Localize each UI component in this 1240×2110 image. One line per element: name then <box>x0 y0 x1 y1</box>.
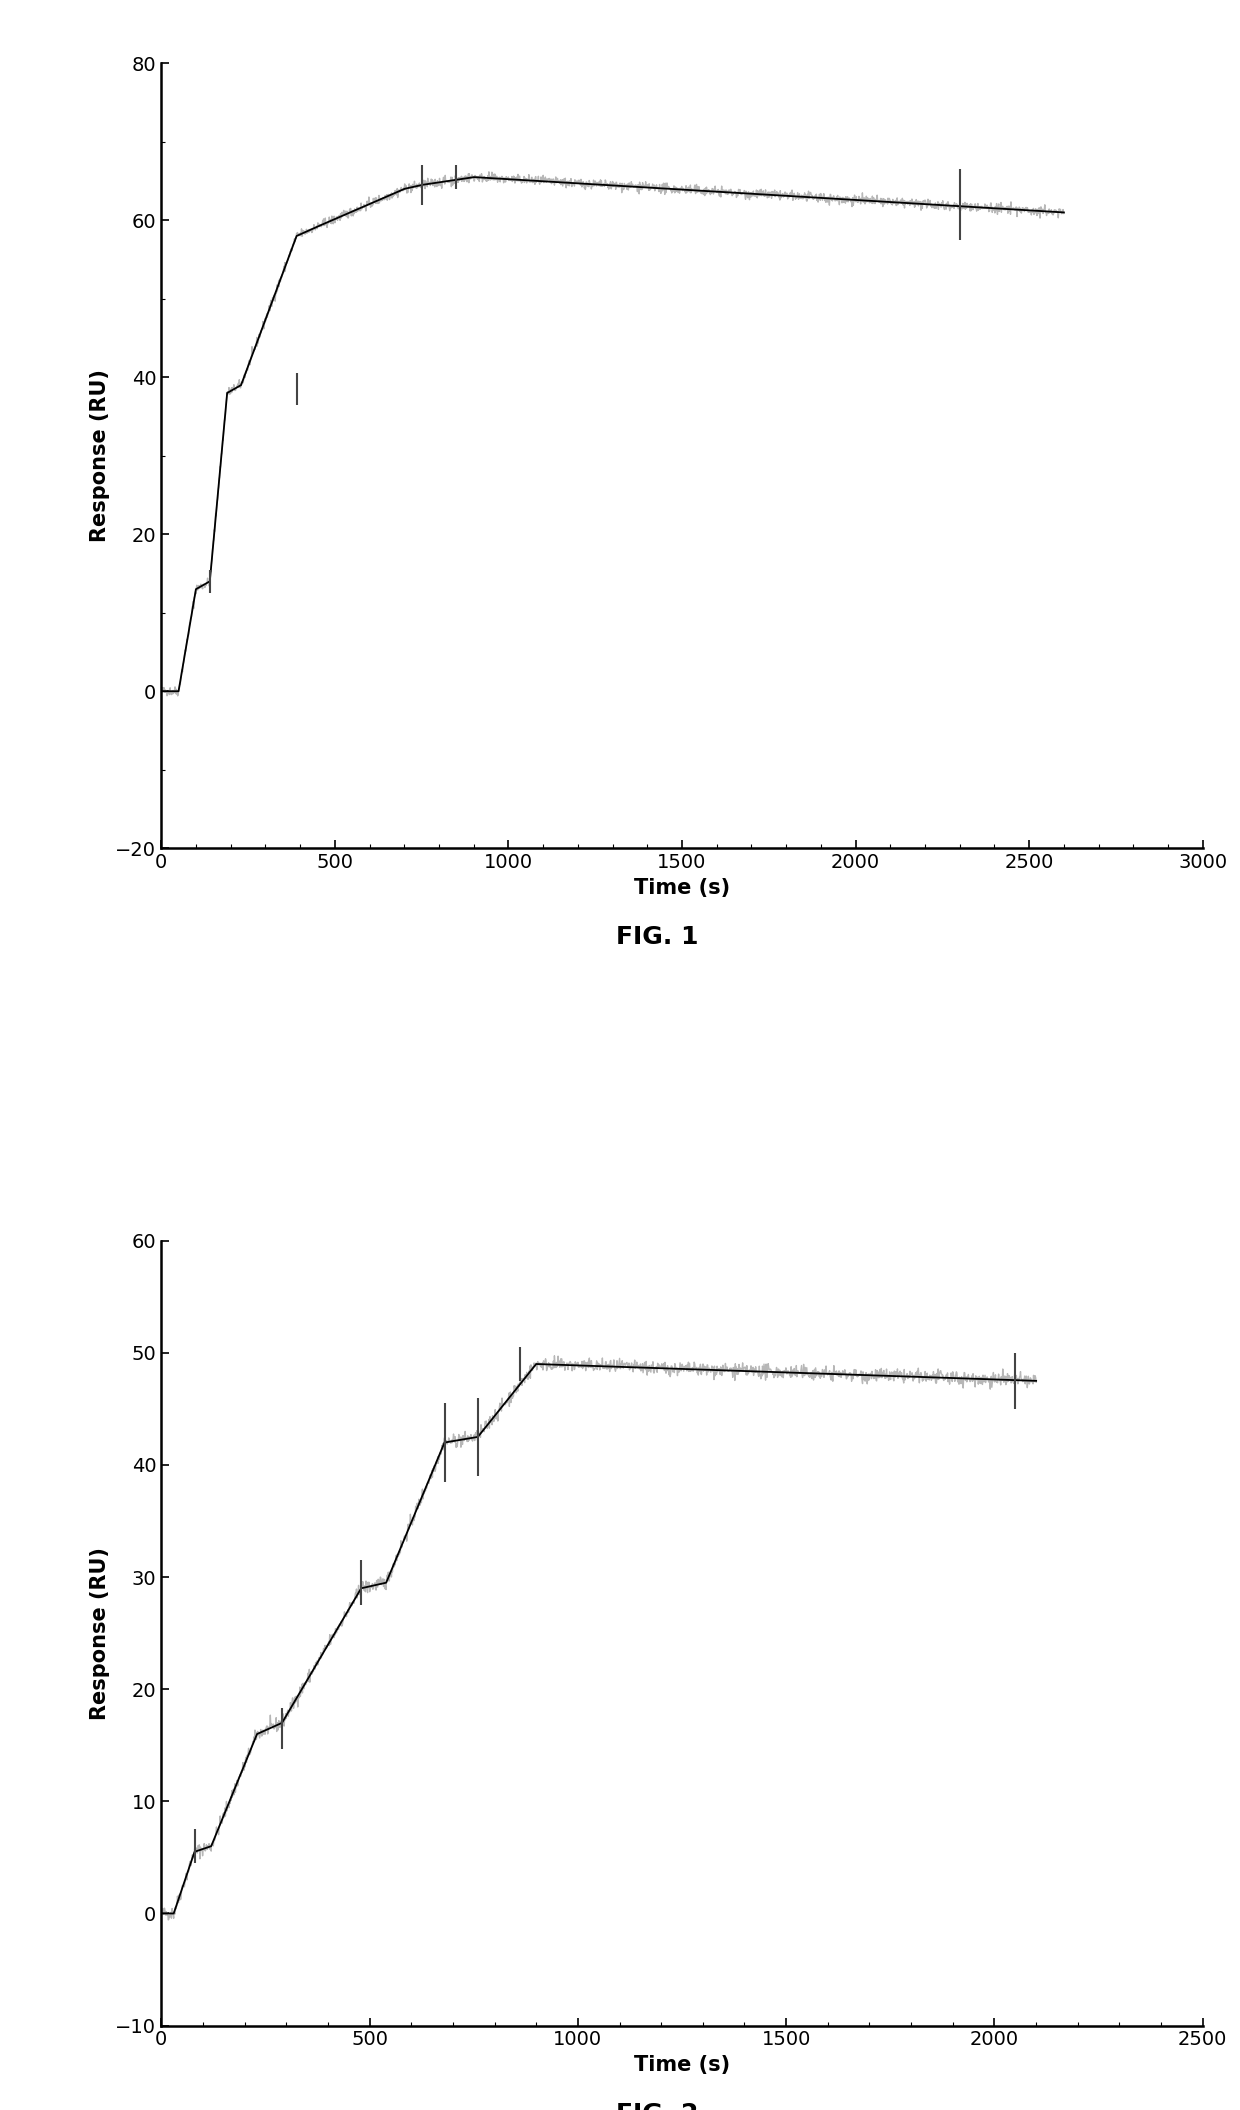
X-axis label: Time (s): Time (s) <box>634 878 730 897</box>
Y-axis label: Response (RU): Response (RU) <box>89 1547 110 1720</box>
X-axis label: Time (s): Time (s) <box>634 2055 730 2074</box>
Y-axis label: Response (RU): Response (RU) <box>89 369 110 542</box>
Text: FIG. 2: FIG. 2 <box>616 2102 698 2110</box>
Text: FIG. 1: FIG. 1 <box>616 924 698 950</box>
